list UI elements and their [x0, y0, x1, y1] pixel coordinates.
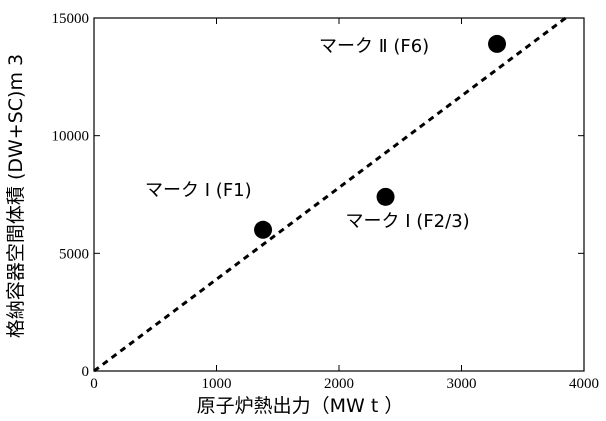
- x-tick-label: 0: [90, 376, 98, 392]
- x-tick-label: 2000: [324, 376, 354, 392]
- x-tick-label: 1000: [202, 376, 232, 392]
- data-point: [376, 187, 395, 206]
- x-tick-label: 3000: [447, 376, 477, 392]
- point-label: マーク I (F2/3): [346, 211, 470, 232]
- data-point: [254, 220, 273, 239]
- y-tick-label: 10000: [52, 129, 90, 145]
- point-label: マーク I (F1): [145, 180, 252, 201]
- y-tick-label: 0: [82, 364, 90, 380]
- y-axis-title: 格納容器空間体積 (DW+SC)m 3: [5, 54, 27, 338]
- axis-ticks: 0 1000 2000 3000 4000 0 5000 10000 15000: [52, 11, 600, 392]
- point-label: マーク Ⅱ (F6): [319, 36, 429, 57]
- y-tick-label: 5000: [59, 246, 89, 262]
- x-tick-label: 4000: [569, 376, 599, 392]
- x-axis-title: 原子炉熱出力（MW t ）: [197, 395, 404, 417]
- y-tick-label: 15000: [52, 11, 90, 27]
- data-points: マーク I (F1) マーク I (F2/3) マーク Ⅱ (F6): [145, 34, 507, 239]
- data-point: [488, 34, 507, 53]
